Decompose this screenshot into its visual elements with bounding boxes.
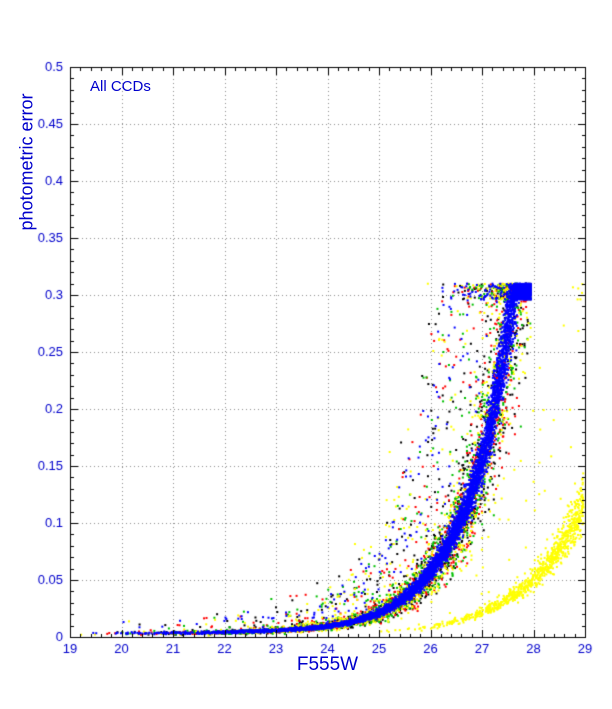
y-axis-label: photometric error (16, 93, 37, 231)
plot-annotation: All CCDs (90, 78, 151, 95)
x-axis-label: F555W (296, 654, 359, 675)
